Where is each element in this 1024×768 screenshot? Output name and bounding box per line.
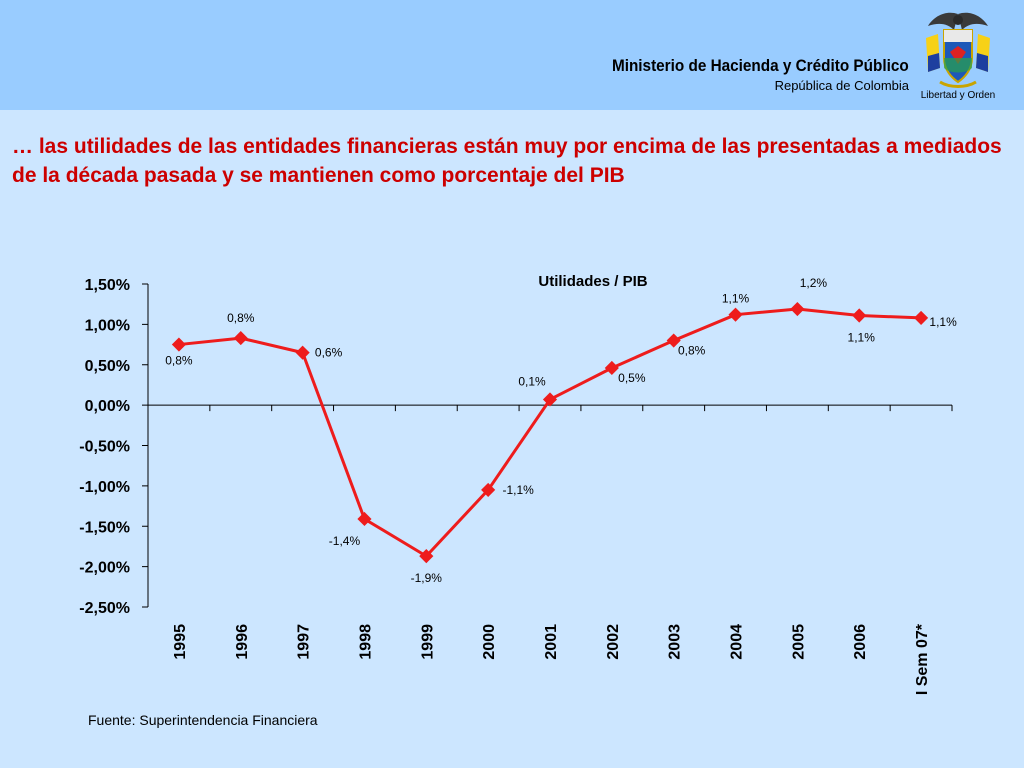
data-label: -1,9% <box>411 571 443 585</box>
x-tick-label: 1995 <box>172 624 189 660</box>
data-label: 1,2% <box>800 276 828 290</box>
data-label: 0,5% <box>618 371 646 385</box>
y-tick-label: 1,00% <box>85 317 130 334</box>
source-note: Fuente: Superintendencia Financiera <box>88 712 318 728</box>
data-point <box>666 333 681 348</box>
data-point <box>542 392 558 407</box>
motto-text: Libertad y Orden <box>920 90 996 101</box>
x-tick-label: 2000 <box>481 624 498 660</box>
series-line <box>178 307 922 558</box>
data-point <box>481 482 496 497</box>
y-tick-label: 0,00% <box>85 398 130 415</box>
x-tick-label: 2002 <box>605 624 622 660</box>
y-tick-label: -0,50% <box>79 439 130 456</box>
data-point <box>357 511 372 527</box>
data-point <box>852 308 867 323</box>
colombia-coat-of-arms-icon: Libertad y Orden <box>916 8 1000 104</box>
data-label: -1,4% <box>329 534 361 548</box>
x-tick-label: 1998 <box>357 624 374 660</box>
data-point <box>171 337 186 352</box>
data-point <box>604 360 619 376</box>
data-label: 1,1% <box>722 292 750 306</box>
x-tick-label: 1999 <box>419 624 436 660</box>
data-label: -1,1% <box>502 483 534 497</box>
data-point <box>233 331 248 346</box>
y-tick-label: -1,00% <box>79 479 130 496</box>
x-tick-label: 2006 <box>852 624 869 660</box>
x-tick-label: 2004 <box>729 624 746 660</box>
header-banner: Ministerio de Hacienda y Crédito Público… <box>0 0 1024 110</box>
data-point <box>295 345 310 360</box>
data-label: 1,1% <box>848 330 876 344</box>
y-tick-label: -1,50% <box>79 519 130 536</box>
data-label: 0,8% <box>227 311 255 325</box>
x-tick-label: 2005 <box>790 624 807 660</box>
y-tick-label: 1,50% <box>85 277 130 294</box>
data-label: 1,1% <box>929 315 957 329</box>
data-point <box>790 301 805 317</box>
y-tick-label: -2,50% <box>79 600 130 617</box>
x-tick-label: 1996 <box>234 624 251 660</box>
ministry-name: Ministerio de Hacienda y Crédito Público <box>612 56 909 75</box>
ministry-block: Ministerio de Hacienda y Crédito Público… <box>579 56 909 93</box>
y-tick-label: -2,00% <box>79 560 130 577</box>
data-label: 0,1% <box>518 374 546 388</box>
x-tick-label: 2001 <box>543 624 560 660</box>
coat-of-arms-drawing <box>926 12 990 88</box>
chart-title: Utilidades / PIB <box>538 273 647 290</box>
x-tick-label: 2003 <box>667 624 684 660</box>
data-point <box>728 307 743 322</box>
x-tick-label: 1997 <box>296 624 313 660</box>
data-label: 0,8% <box>678 344 706 358</box>
x-tick-label: I Sem 07* <box>914 623 931 695</box>
data-point <box>914 310 929 325</box>
slide-headline: … las utilidades de las entidades financ… <box>12 135 1002 187</box>
y-tick-label: 0,50% <box>85 358 130 375</box>
country-name: República de Colombia <box>774 78 909 93</box>
data-point <box>419 549 434 564</box>
data-label: 0,8% <box>165 354 193 368</box>
data-label: 0,6% <box>315 346 343 360</box>
